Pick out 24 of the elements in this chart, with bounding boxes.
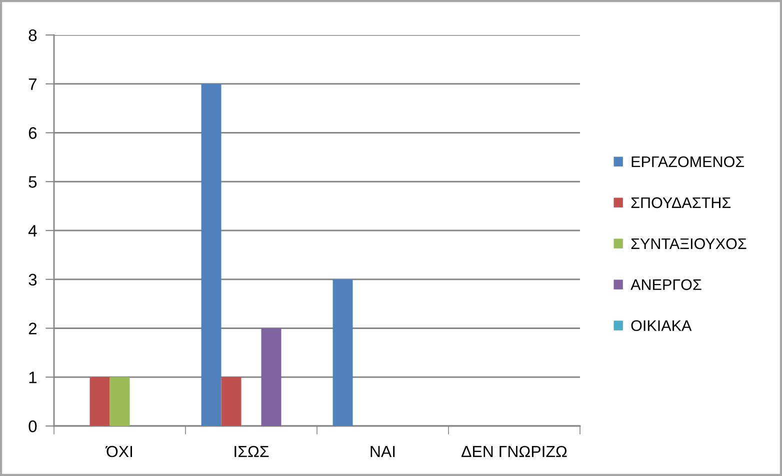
bar <box>221 377 242 426</box>
y-tick-label: 0 <box>28 420 37 432</box>
y-tick-label: 1 <box>29 372 37 384</box>
legend-label: ΣΠΟΥΔΑΣΤΗΣ <box>631 197 731 208</box>
bar <box>261 328 282 426</box>
y-tick-label: 2 <box>28 322 36 334</box>
bar <box>201 84 222 426</box>
x-tick-label: ΙΣΩΣ <box>234 446 269 458</box>
y-tick-label: 4 <box>28 225 37 237</box>
legend-label: ΑΝΕΡΓΟΣ <box>630 279 702 290</box>
bar <box>110 377 130 426</box>
x-tick-label: ΔΕΝ ΓΝΩΡΙΖΩ <box>462 446 567 458</box>
bar <box>90 377 110 426</box>
x-tick-label: ΝΑΙ <box>370 446 395 458</box>
legend-label: ΣΥΝΤΑΞΙΟΥΧΟΣ <box>631 238 746 250</box>
legend-label: ΟΙΚΙΑΚΑ <box>631 320 692 332</box>
y-tick-label: 7 <box>28 78 36 90</box>
y-tick-label: 5 <box>28 176 37 188</box>
y-tick-label: 8 <box>28 29 37 42</box>
bar <box>332 279 353 426</box>
legend-label: ΕΡΓΑΖΟΜΕΝΟΣ <box>632 156 744 168</box>
y-tick-label: 3 <box>28 274 37 286</box>
x-tick-label: ΌΧΙ <box>105 446 132 458</box>
y-tick-label: 6 <box>28 127 37 139</box>
